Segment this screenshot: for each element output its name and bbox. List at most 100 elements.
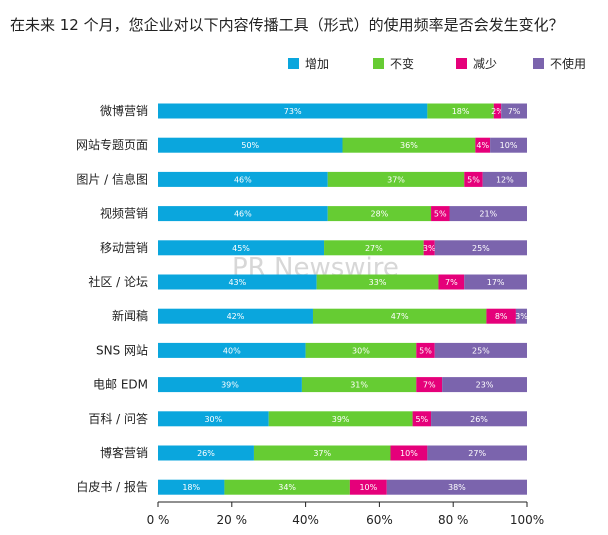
x-tick-label: 0 % [147, 513, 170, 527]
bar-segment [349, 479, 387, 495]
bar-segment [475, 137, 491, 153]
category-label: 网站专题页面 [76, 137, 148, 152]
data-label: 5% [415, 415, 428, 424]
category-label: 移动营销 [100, 241, 148, 255]
data-label: 7% [508, 107, 521, 116]
bar-segment [342, 137, 476, 153]
chart-title: 在未来 12 个月，您企业对以下内容传播工具（形式）的使用频率是否会发生变化？ [10, 16, 564, 34]
bar-segment [464, 171, 483, 187]
category-label: 新闻稿 [112, 308, 148, 323]
bar-segment [268, 411, 413, 427]
data-label: 42% [227, 312, 245, 321]
bar-segment [493, 103, 502, 119]
data-label: 12% [496, 175, 514, 184]
bar-segment [158, 274, 317, 290]
bar-segment [316, 274, 439, 290]
data-label: 39% [332, 415, 350, 424]
data-label: 37% [313, 449, 331, 458]
category-label: 社区 / 论坛 [88, 274, 148, 289]
bar-segment [327, 171, 465, 187]
legend-swatch-3 [533, 58, 544, 69]
bar-segment [390, 445, 428, 461]
legend-swatch-0 [288, 58, 299, 69]
bar-segment [158, 206, 328, 222]
x-tick-label: 60% [366, 513, 393, 527]
data-label: 73% [284, 107, 302, 116]
bar-segment [158, 240, 325, 256]
category-label: 视频营销 [100, 206, 148, 221]
data-label: 45% [232, 244, 250, 253]
data-label: 30% [352, 346, 370, 355]
x-tick-label: 20 % [217, 513, 248, 527]
data-label: 43% [228, 278, 246, 287]
x-tick-label: 100% [510, 513, 544, 527]
bar-segment [158, 103, 428, 119]
data-label: 34% [278, 483, 296, 492]
bar-segment [486, 308, 516, 324]
data-label: 25% [472, 244, 490, 253]
data-label: 37% [387, 175, 405, 184]
data-label: 28% [371, 210, 389, 219]
bar-segment [464, 274, 527, 290]
data-label: 10% [359, 483, 377, 492]
data-label: 3% [515, 312, 528, 321]
legend-label-3: 不使用 [550, 56, 586, 71]
bar-segment [158, 377, 302, 393]
data-label: 38% [448, 483, 466, 492]
data-label: 23% [476, 381, 494, 390]
bar-segment [438, 274, 465, 290]
bar-segment [158, 342, 306, 358]
data-label: 18% [182, 483, 200, 492]
bar-segment [327, 206, 432, 222]
bar-segment [158, 171, 328, 187]
legend-label-2: 减少 [473, 57, 497, 71]
data-label: 7% [445, 278, 458, 287]
x-tick-label: 40% [292, 513, 319, 527]
data-label: 17% [487, 278, 505, 287]
bar-segment [158, 445, 254, 461]
data-label: 3% [423, 244, 436, 253]
data-label: 5% [434, 210, 447, 219]
bar-segment [501, 103, 527, 119]
category-label: SNS 网站 [96, 343, 148, 357]
data-label: 30% [204, 415, 222, 424]
legend-label-0: 增加 [305, 57, 329, 71]
data-label: 40% [223, 346, 241, 355]
data-label: 47% [391, 312, 409, 321]
data-label: 21% [479, 210, 497, 219]
data-label: 10% [500, 141, 518, 150]
data-label: 27% [365, 244, 383, 253]
bar-segment [416, 342, 435, 358]
bar-segment [434, 240, 527, 256]
data-label: 26% [197, 449, 215, 458]
bar-segment [427, 445, 527, 461]
legend-swatch-2 [456, 58, 467, 69]
bar-segment [431, 411, 527, 427]
bar-segment [312, 308, 487, 324]
category-label: 电邮 EDM [93, 378, 148, 392]
data-label: 50% [241, 141, 259, 150]
data-label: 7% [423, 381, 436, 390]
bar-segment [442, 377, 527, 393]
bar-segment [386, 479, 527, 495]
bar-segment [158, 411, 269, 427]
data-label: 5% [419, 346, 432, 355]
data-label: 46% [234, 175, 252, 184]
category-label: 百科 / 问答 [88, 411, 148, 426]
bar-segment [515, 308, 527, 324]
bar-segment [434, 342, 527, 358]
bar-segment [482, 171, 527, 187]
category-label: 图片 / 信息图 [76, 171, 148, 186]
bar-segment [224, 479, 350, 495]
legend-label-1: 不变 [390, 56, 414, 71]
bar-segment [324, 240, 424, 256]
bar-segment [449, 206, 527, 222]
legend-swatch-1 [373, 58, 384, 69]
bar-segment [416, 377, 443, 393]
data-label: 10% [400, 449, 418, 458]
data-label: 5% [467, 175, 480, 184]
bar-segment [305, 342, 417, 358]
data-label: 2% [491, 107, 504, 116]
